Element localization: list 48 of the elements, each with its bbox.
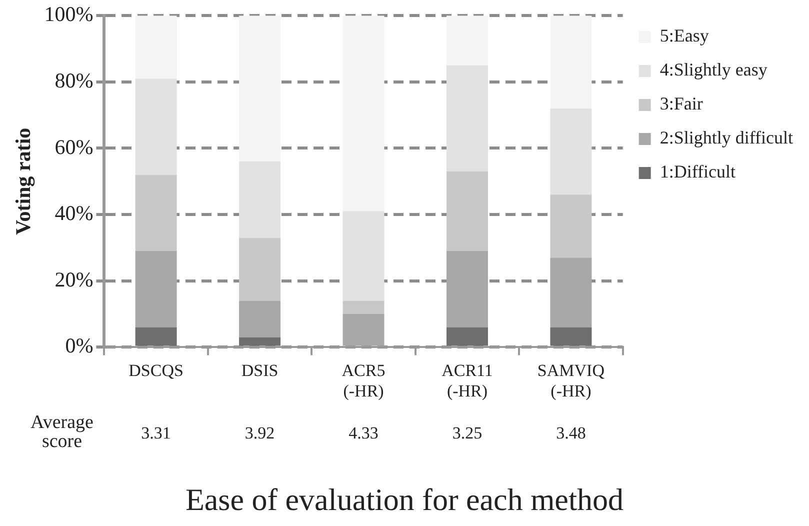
- bar: [550, 194, 592, 258]
- bar: [446, 327, 488, 346]
- y-axis-title: Voting ratio: [11, 128, 36, 235]
- bar: [342, 314, 384, 346]
- text: Average score: [30, 412, 94, 452]
- x-tick-label: SAMVIQ (-HR): [537, 360, 604, 400]
- bar: [135, 16, 177, 79]
- bar: [239, 16, 281, 162]
- legend-label: 5:Easy: [660, 26, 709, 46]
- bar: [446, 171, 488, 252]
- bar: [239, 162, 281, 238]
- x-tick-label: DSCQS: [128, 360, 184, 380]
- bar: [135, 78, 177, 175]
- text: 3.92: [244, 424, 275, 443]
- legend-label: 3:Fair: [660, 94, 703, 114]
- bar: [135, 174, 177, 252]
- y-tick-label: 100%: [44, 2, 94, 26]
- text: Ease of evaluation for each method: [185, 482, 624, 518]
- bar: [550, 327, 592, 346]
- bar: [135, 251, 177, 328]
- bar: [446, 16, 488, 66]
- x-tick-label: ACR5 (-HR): [342, 360, 386, 400]
- bar: [239, 238, 281, 301]
- x-tick-label: ACR11 (-HR): [442, 360, 493, 400]
- y-tick-label: 60%: [54, 134, 94, 159]
- legend-label: 1:Difficult: [660, 162, 736, 182]
- bar: [342, 300, 384, 314]
- y-tick-label: 20%: [54, 267, 94, 292]
- bar: [135, 327, 177, 346]
- y-tick-label: 0%: [65, 334, 94, 358]
- bar: [239, 337, 281, 346]
- bar: [550, 258, 592, 328]
- text: 3.48: [556, 424, 586, 443]
- bar: [446, 251, 488, 328]
- bar: [550, 16, 592, 108]
- legend-label: 2:Slightly difficult: [660, 128, 793, 148]
- y-tick-label: 80%: [54, 68, 94, 92]
- y-tick-label: 40%: [54, 201, 94, 226]
- text: 4.33: [348, 424, 378, 443]
- bar: [342, 211, 384, 301]
- bar: [446, 65, 488, 172]
- bar: [550, 108, 592, 195]
- text: 3.31: [141, 424, 171, 443]
- text: 3.25: [452, 424, 482, 443]
- x-tick-label: DSIS: [241, 360, 278, 380]
- bar: [342, 16, 384, 212]
- bar: [239, 300, 281, 338]
- legend-label: 4:Slightly easy: [660, 60, 768, 80]
